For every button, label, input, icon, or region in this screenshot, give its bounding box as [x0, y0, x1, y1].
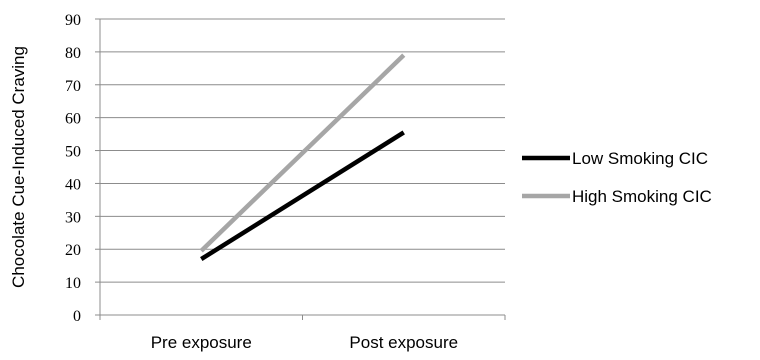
legend-label-1: High Smoking CIC — [572, 187, 712, 206]
y-tick-label-20: 20 — [65, 242, 81, 259]
legend-label-0: Low Smoking CIC — [572, 149, 708, 168]
series-line-1 — [199, 53, 406, 253]
series-lines — [199, 53, 406, 261]
y-tick-label-80: 80 — [65, 45, 81, 62]
y-tick-labels: 0 10 20 30 40 50 60 70 80 90 — [65, 12, 100, 325]
y-axis-title: Chocolate Cue-Induced Craving — [9, 46, 28, 288]
y-tick-label-60: 60 — [65, 111, 81, 128]
legend: Low Smoking CIC High Smoking CIC — [522, 149, 712, 206]
series-line-0 — [200, 130, 405, 261]
x-tick-label-1: Post exposure — [349, 333, 458, 352]
x-tick-label-0: Pre exposure — [151, 333, 252, 352]
y-tick-label-90: 90 — [65, 12, 81, 29]
y-tick-label-50: 50 — [65, 144, 81, 161]
y-tick-label-0: 0 — [73, 308, 81, 325]
y-tick-label-70: 70 — [65, 78, 81, 95]
y-tick-label-40: 40 — [65, 176, 81, 193]
y-tick-label-10: 10 — [65, 275, 81, 292]
axes — [99, 19, 505, 316]
y-tick-label-30: 30 — [65, 209, 81, 226]
x-tick-labels: Pre exposure Post exposure — [99, 315, 506, 352]
